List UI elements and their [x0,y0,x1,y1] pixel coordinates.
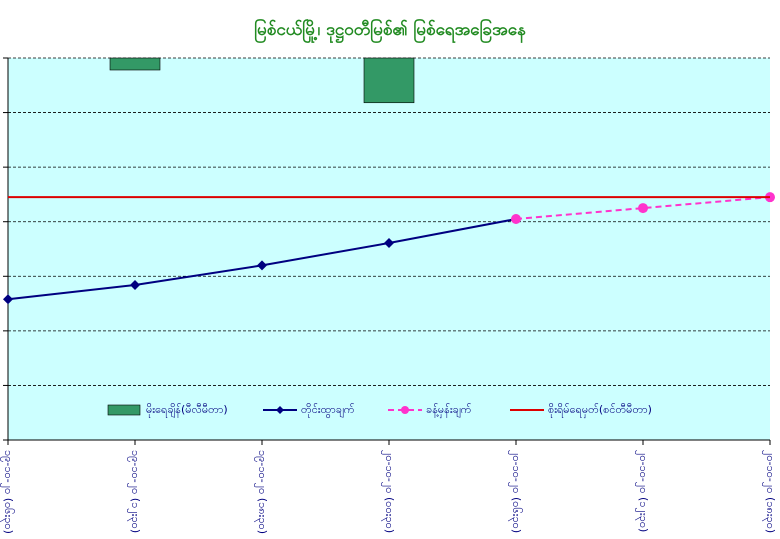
x-tick-label: ၂၀-၁၀-၂၀ (၁၂း၃၀) [635,450,650,532]
x-tick-label: ၂၀-၁၀-၂၀ (၀၀း၃၀) [381,450,396,533]
plot-area [8,58,770,440]
series-line [515,196,771,220]
legend-label: ခန့်မှန်းချက် [426,403,472,418]
x-tick-label: ၁၉-၁၀-၂၀ (၁၈း၃၀) [254,450,269,534]
legend-label: တိုင်းထွာချက် [301,403,355,418]
point [3,294,13,305]
point [257,260,267,271]
chart-title: မြစ်ငယ်မြို့၊ ဒုဋ္ဌဝတီမြစ်၏ မြစ်ရေအခြေအန… [254,17,526,44]
point [638,203,648,214]
point [130,280,140,291]
legend-label: စိုးရိမ်ရေမှတ်(စင်တီမီတာ) [548,403,652,418]
x-tick-label: ၂၀-၁၀-၂၀ (၁၈း၃၀) [762,450,777,533]
legend-label: မိုးရေချိန်(မီလီမီတာ) [146,403,228,418]
bar [363,57,415,104]
legend-marker [276,406,284,414]
x-tick-label: ၁၉-၁၀-၂၀ (၁၂း၃၀) [127,450,142,533]
legend-swatch [107,404,141,416]
legend-marker [401,406,409,414]
x-tick-label: ၂၀-၁၀-၂၀ (၀၆း၃၀) [508,450,523,533]
point [384,237,394,248]
bar [109,57,161,71]
point [511,213,521,224]
x-tick-label: ၁၉-၁၀-၂၀ (၀၆း၃၀) [0,450,15,534]
